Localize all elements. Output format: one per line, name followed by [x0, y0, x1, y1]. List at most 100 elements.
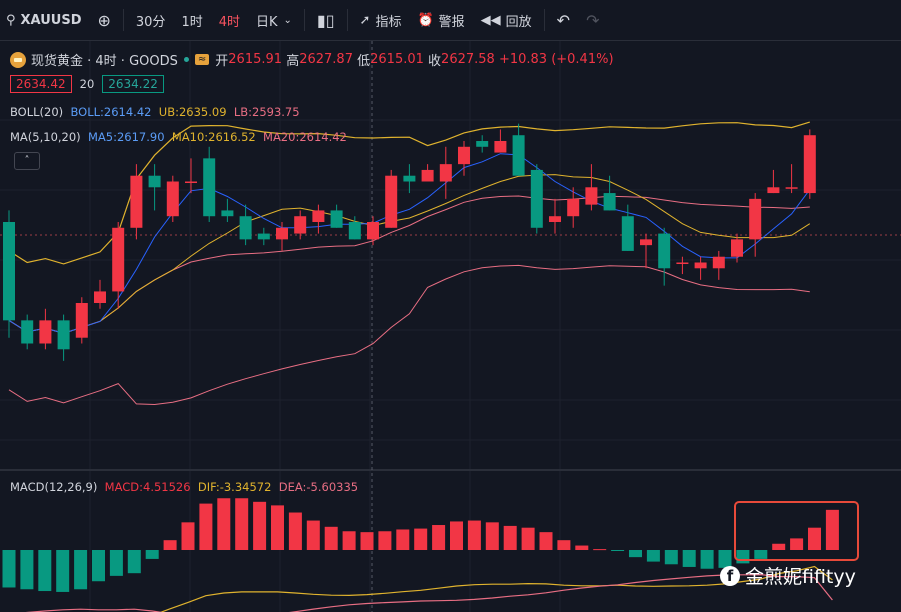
- undo-icon: ↶: [556, 10, 571, 30]
- boll-lower-line: [8, 264, 810, 406]
- interval-30m[interactable]: 30分: [135, 14, 166, 30]
- macd-histogram-bar: [772, 543, 786, 550]
- macd-histogram-bar: [808, 527, 821, 550]
- candlestick-icon: ▮▯: [316, 10, 335, 30]
- candle-body: [658, 233, 671, 269]
- macd-histogram-bar: [682, 550, 696, 567]
- candle-body: [94, 291, 106, 303]
- candle-body: [148, 175, 161, 188]
- macd-histogram-bar: [432, 525, 446, 550]
- dif-line: [159, 565, 833, 612]
- close-value: 2627.58: [441, 52, 495, 67]
- macd-histogram-bar: [163, 540, 177, 550]
- macd-histogram-bar: [503, 525, 517, 550]
- high-value: 2627.87: [299, 52, 353, 67]
- candle-body: [476, 141, 489, 147]
- macd-histogram-bar: [145, 550, 159, 559]
- collapse-legend-button[interactable]: ˄: [14, 152, 40, 170]
- candle-style-button[interactable]: ▮▯: [309, 0, 343, 40]
- macd-histogram-bar: [593, 549, 607, 551]
- macd-histogram-bar: [539, 532, 553, 550]
- ma5-value: MA5:2617.90: [87, 130, 165, 144]
- candle-body: [439, 164, 452, 182]
- candle-body: [3, 222, 15, 321]
- candle-body: [21, 320, 34, 344]
- search-icon: ⚲: [6, 12, 16, 28]
- boll-lb-value: LB:2593.75: [233, 105, 300, 119]
- macd-histogram-bar: [718, 550, 732, 568]
- replay-button[interactable]: ◀◀ 回放: [473, 0, 540, 40]
- candle-body: [712, 256, 725, 269]
- macd-histogram-bar: [56, 550, 70, 592]
- indicators-label: 指标: [375, 14, 402, 30]
- macd-histogram-bar: [754, 550, 768, 559]
- candle-body: [494, 141, 507, 153]
- macd-histogram-bar: [20, 550, 34, 590]
- add-symbol-button[interactable]: ⊕: [89, 0, 118, 40]
- divider: [303, 9, 305, 31]
- candle-body: [166, 181, 179, 217]
- interval-1h[interactable]: 1时: [181, 14, 203, 30]
- symbol-selector[interactable]: ⚲ XAUUSD: [0, 0, 89, 40]
- redo-icon: ↷: [586, 10, 600, 30]
- candle-body: [458, 146, 470, 165]
- candle-body: [694, 262, 707, 269]
- interval-4h[interactable]: 4时: [218, 14, 240, 30]
- alerts-button[interactable]: ⏰ 警报: [409, 0, 472, 40]
- macd-histogram-bar: [396, 529, 410, 550]
- macd-histogram-bar: [360, 532, 374, 550]
- candle-body: [257, 233, 270, 240]
- macd-histogram-bar: [38, 550, 52, 592]
- top-toolbar: ⚲ XAUUSD ⊕ 30分 1时 4时 日K ⌄ ▮▯ ➚ 指标 ⏰ 警报 ◀…: [0, 0, 901, 41]
- candle-body: [421, 169, 434, 182]
- candle-body: [640, 239, 652, 246]
- candle-body: [367, 222, 379, 240]
- equal-sign-badge: ≈: [194, 54, 210, 65]
- macd-histogram-bar: [646, 550, 660, 562]
- symbol-label: XAUUSD: [20, 12, 82, 28]
- candle-body: [803, 135, 816, 194]
- candle-body: [330, 210, 343, 228]
- boll-legend: BOLL(20) BOLL:2614.42 UB:2635.09 LB:2593…: [10, 105, 300, 119]
- candle-body: [403, 175, 416, 182]
- indicators-button[interactable]: ➚ 指标: [352, 0, 410, 40]
- chart-type-label: 日K: [256, 14, 278, 30]
- high-label: 高: [286, 54, 300, 69]
- divider: [346, 9, 348, 31]
- dea-line: [25, 573, 833, 612]
- candle-body: [621, 216, 634, 251]
- candle-body: [276, 227, 288, 240]
- macd-histogram-bar: [217, 498, 231, 550]
- macd-histogram-bar: [485, 522, 499, 550]
- open-value: 2615.91: [228, 52, 283, 67]
- redo-button[interactable]: ↷: [578, 0, 607, 40]
- chart-type-selector[interactable]: 日K ⌄: [248, 0, 300, 40]
- macd-histogram-bar: [271, 505, 284, 550]
- dif-value: DIF:-3.34572: [197, 480, 272, 494]
- boll-name: BOLL(20): [10, 105, 64, 119]
- buy-price-box[interactable]: 2634.22: [102, 75, 164, 93]
- macd-name: MACD(12,26,9): [10, 480, 98, 494]
- highlight-box: [734, 501, 859, 561]
- open-label: 开: [215, 54, 229, 69]
- candle-body: [385, 175, 398, 228]
- macd-histogram-bar: [414, 528, 428, 550]
- ma10-line: [8, 174, 811, 334]
- macd-histogram-bar: [629, 550, 642, 558]
- macd-histogram-bar: [2, 550, 16, 588]
- macd-histogram-bar: [181, 522, 195, 550]
- candle-body: [185, 181, 197, 183]
- candle-body: [530, 169, 543, 228]
- ma10-value: MA10:2616.52: [171, 130, 256, 144]
- indicator-chart-icon: ➚: [359, 12, 371, 28]
- divider: [543, 9, 545, 31]
- candle-body: [676, 262, 689, 264]
- ma20-line: [8, 195, 810, 334]
- sell-price-box[interactable]: 2634.42: [10, 75, 72, 93]
- rewind-icon: ◀◀: [480, 12, 501, 28]
- quote-boxes: 2634.42 20 2634.22: [10, 75, 164, 93]
- macd-histogram-bar: [306, 520, 320, 550]
- undo-button[interactable]: ↶: [549, 0, 578, 40]
